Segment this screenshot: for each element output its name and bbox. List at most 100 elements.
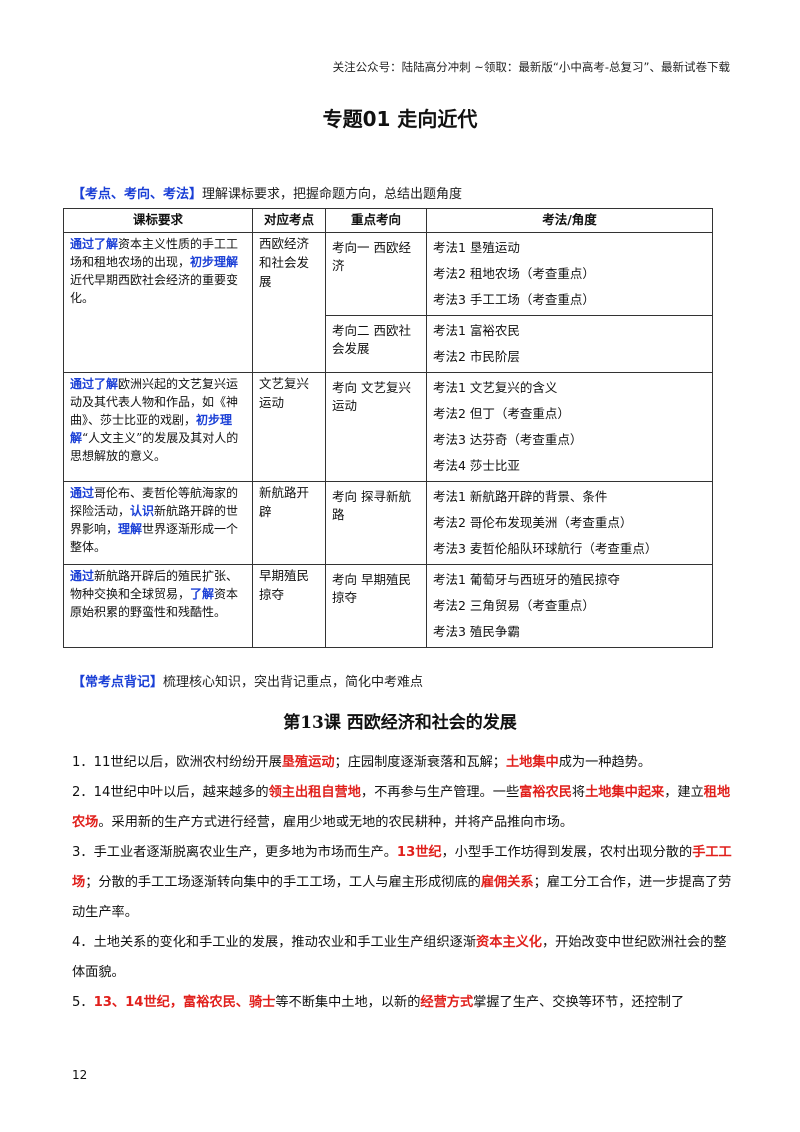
exam-point-cell: 西欧经济和社会发展 — [252, 232, 326, 373]
paragraph: 2．14世纪中叶以后，越来越多的领主出租自营地，不再参与生产管理。一些富裕农民将… — [72, 778, 732, 838]
page-title: 专题01 走向近代 — [322, 107, 478, 131]
exam-point-cell: 文艺复兴运动 — [252, 372, 326, 482]
section-tag: 【常考点背记】 — [72, 675, 164, 690]
requirement-keyword: 初步理解 — [190, 255, 239, 269]
requirement-text: 资本主义性质的手工工场和租地农场的出现， — [70, 237, 239, 269]
direction-label: 考向 早期殖民掠夺 — [332, 572, 411, 605]
requirement-text: 世界逐渐形成一个整体。 — [70, 522, 239, 554]
method-cell: 考法1 新航路开辟的背景、条件 考法2 哥伦布发现美洲（考查重点） 考法3 麦哲伦船… — [426, 481, 713, 565]
requirement-cell: 通过哥伦布、麦哲伦等航海家的探险活动，认识新航路开辟的世界影响，理解世界逐渐形成… — [63, 481, 253, 565]
method-item: 考法2 哥伦布发现美洲（考查重点） — [433, 515, 633, 530]
table-header-cell: 对应考点 — [252, 208, 326, 233]
direction-label: 考向二 西欧社会发展 — [332, 323, 411, 356]
section-tag: 【考点、考向、考法】 — [72, 187, 203, 202]
highlight-term: 13世纪 — [396, 845, 442, 860]
requirement-text: 哥伦布、麦哲伦等航海家的探险活动， — [70, 486, 239, 518]
highlight-term: 资本主义化 — [476, 935, 542, 950]
paragraph-text: ；雇工分工合作，进一步提高了劳动生产率。 — [72, 875, 732, 920]
paragraph-text: 将 — [571, 785, 586, 800]
highlight-term: 土地集中 — [505, 755, 559, 770]
direction-cell: 考向 探寻新航路 — [325, 481, 427, 565]
method-item: 考法2 三角贸易（考查重点） — [433, 598, 595, 613]
table-row: 通过了解资本主义性质的手工工场和租地农场的出现，初步理解近代早期西欧社会经济的重… — [63, 232, 713, 373]
highlight-term: 经营方式 — [420, 995, 474, 1010]
table-header-cell: 课标要求 — [63, 208, 253, 233]
requirement-text: 新航路开辟后的殖民扩张、物种交换和全球贸易， — [70, 569, 239, 601]
method-cell: 考法1 垦殖运动考法2 租地农场（考查重点） 考法3 手工工场（考查重点） — [426, 232, 713, 316]
method-item: 考法1 富裕农民 — [433, 323, 520, 338]
method-item: 考法4 莎士比亚 — [433, 458, 520, 473]
requirement-text: 新航路开辟的世界影响， — [70, 504, 239, 536]
header-note: 关注公众号：陆陆高分冲刺 ~领取：最新版“小中高考-总复习”、最新试卷下载 — [332, 60, 730, 74]
paragraph-text: 5． — [72, 995, 94, 1010]
highlight-term: 手工工场 — [72, 845, 732, 890]
paragraph: 1．11世纪以后，欧洲农村纷纷开展垦殖运动；庄园制度逐渐衰落和瓦解；土地集中成为… — [72, 748, 732, 778]
direction-label: 考向一 西欧经济 — [332, 240, 411, 273]
direction-label: 考向 探寻新航路 — [332, 489, 411, 522]
direction-cell: 考向一 西欧经济 — [325, 232, 427, 316]
exam-point-cell: 早期殖民掠夺 — [252, 564, 326, 648]
requirement-text: 近代早期西欧社会经济的重要变化。 — [70, 273, 239, 305]
requirement-keyword: 认识 — [130, 504, 155, 518]
method-item: 考法1 垦殖运动 — [433, 240, 520, 255]
highlight-term: 领主出租自营地 — [268, 785, 361, 800]
paragraph-text: ，小型手工作坊得到发展，农村出现分散的 — [441, 845, 693, 860]
requirement-cell: 通过了解欧洲兴起的文艺复兴运动及其代表人物和作品，如《神曲》、莎士比亚的戏剧，初… — [63, 372, 253, 482]
paragraph-text: 2．14世纪中叶以后，越来越多的 — [72, 785, 269, 800]
paragraph-text: 掌握了生产、交换等环节，还控制了 — [473, 995, 685, 1010]
paragraph-text: 等不断集中土地，以新的 — [275, 995, 421, 1010]
paragraph: 5．13、14世纪，富裕农民、骑士等不断集中土地，以新的经营方式掌握了生产、交换… — [72, 988, 732, 1018]
table-row: 通过哥伦布、麦哲伦等航海家的探险活动，认识新航路开辟的世界影响，理解世界逐渐形成… — [63, 481, 713, 565]
section-heading-exam-points: 【考点、考向、考法】理解课标要求，把握命题方向，总结出题角度 — [72, 183, 462, 202]
method-item: 考法2 但丁（考查重点） — [433, 406, 570, 421]
method-item: 考法2 市民阶层 — [433, 349, 520, 364]
direction-label: 考向 文艺复兴运动 — [332, 380, 411, 413]
requirement-keyword: 通过了解 — [70, 377, 119, 391]
highlight-term: 雇佣关系 — [480, 875, 534, 890]
direction-cell: 考向 文艺复兴运动 — [325, 372, 427, 482]
paragraph-text: ，开始改变中世纪欧洲社会的整体面貌。 — [72, 935, 727, 980]
highlight-term: 富裕农民 — [519, 785, 572, 800]
paragraph-text: 1．11世纪以后，欧洲农村纷纷开展 — [72, 755, 282, 770]
method-item: 考法1 葡萄牙与西班牙的殖民掠夺 — [433, 572, 620, 587]
table-header-row: 课标要求 对应考点 重点考向 考法/角度 — [63, 208, 713, 233]
requirement-keyword: 通过了解 — [70, 237, 119, 251]
requirement-keyword: 理解 — [118, 522, 143, 536]
highlight-term: 13、14世纪，富裕农民、骑士 — [93, 995, 276, 1010]
paragraph: 3．手工业者逐渐脱离农业生产，更多地为市场而生产。13世纪，小型手工作坊得到发展… — [72, 838, 732, 928]
paragraph-text: 。采用新的生产方式进行经营，雇用少地或无地的农民耕种，并将产品推向市场。 — [98, 815, 574, 830]
page-number: 12 — [72, 1068, 88, 1082]
method-cell: 考法1 富裕农民 考法2 市民阶层 — [426, 315, 713, 373]
method-cell: 考法1 葡萄牙与西班牙的殖民掠夺 考法2 三角贸易（考查重点） 考法3 殖民争霸 — [426, 564, 713, 648]
direction-cell: 考向 早期殖民掠夺 — [325, 564, 427, 648]
method-item: 考法1 新航路开辟的背景、条件 — [433, 489, 608, 504]
paragraph-text: 3．手工业者逐渐脱离农业生产，更多地为市场而生产。 — [72, 845, 397, 860]
method-cell: 考法1 文艺复兴的含义 考法2 但丁（考查重点） 考法3 达芬奇（考查重点） 考法4 … — [426, 372, 713, 482]
paragraph-text: ；庄园制度逐渐衰落和瓦解； — [334, 755, 506, 770]
highlight-term: 垦殖运动 — [281, 755, 335, 770]
lesson-title: 第13课 西欧经济和社会的发展 — [283, 713, 517, 733]
exam-point-cell: 新航路开辟 — [252, 481, 326, 565]
paragraph-text: ；分散的手工工场逐渐转向集中的手工工场，工人与雇主形成彻底的 — [85, 875, 481, 890]
method-item: 考法3 殖民争霸 — [433, 624, 520, 639]
requirement-keyword: 了解 — [190, 587, 215, 601]
table-row: 通过了解欧洲兴起的文艺复兴运动及其代表人物和作品，如《神曲》、莎士比亚的戏剧，初… — [63, 372, 713, 482]
requirement-text: 资本原始积累的野蛮性和残酷性。 — [70, 587, 239, 619]
requirement-keyword: 初步理解 — [70, 413, 233, 445]
requirement-cell: 通过了解资本主义性质的手工工场和租地农场的出现，初步理解近代早期西欧社会经济的重… — [63, 232, 253, 373]
lesson-body: 1．11世纪以后，欧洲农村纷纷开展垦殖运动；庄园制度逐渐衰落和瓦解；土地集中成为… — [72, 748, 732, 1018]
method-item: 考法2 租地农场（考查重点） — [433, 266, 595, 281]
table-row: 通过新航路开辟后的殖民扩张、物种交换和全球贸易，了解资本原始积累的野蛮性和残酷性… — [63, 564, 713, 648]
requirement-keyword: 通过 — [70, 486, 95, 500]
highlight-term: 租地农场 — [72, 785, 731, 830]
requirement-text: 欧洲兴起的文艺复兴运动及其代表人物和作品，如《神曲》、莎士比亚的戏剧， — [70, 377, 239, 427]
method-item: 考法3 手工工场（考查重点） — [433, 292, 595, 307]
table-row: 考向二 西欧社会发展 考法1 富裕农民 考法2 市民阶层 — [64, 315, 713, 373]
paragraph-text: 4．土地关系的变化和手工业的发展，推动农业和手工业生产组织逐渐 — [72, 935, 477, 950]
paragraph: 4．土地关系的变化和手工业的发展，推动农业和手工业生产组织逐渐资本主义化，开始改… — [72, 928, 732, 988]
requirement-text: “人文主义”的发展及其对人的思想解放的意义。 — [70, 431, 239, 463]
highlight-term: 土地集中起来 — [585, 785, 665, 800]
section-desc: 理解课标要求，把握命题方向，总结出题角度 — [202, 187, 463, 202]
direction-cell: 考向二 西欧社会发展 — [325, 315, 427, 373]
requirement-keyword: 通过 — [70, 569, 95, 583]
